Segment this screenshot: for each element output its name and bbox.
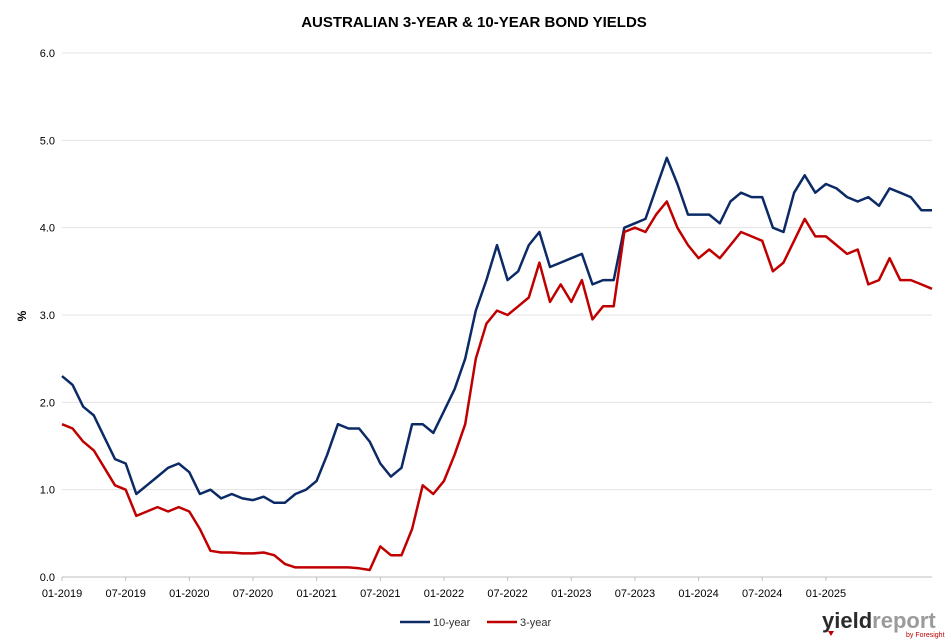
x-axis-ticks: 01-2019 07-2019 01-2020 07-2020 01-2021 07-20…: [42, 577, 846, 600]
series-line-3-year: [61, 200, 933, 572]
x-tick-label: 01-2019: [42, 588, 82, 600]
x-tick-label: 07-2021: [360, 588, 400, 600]
logo-arrow-icon: [828, 631, 834, 636]
y-axis-label: %: [15, 310, 29, 321]
x-tick-label: 07-2024: [742, 588, 782, 600]
gridlines: [62, 52, 932, 578]
y-tick-label: 3.0: [40, 310, 55, 322]
x-tick-label: 07-2023: [615, 588, 655, 600]
x-tick-label: 01-2023: [551, 588, 591, 600]
logo-byline: by Foresight: [906, 632, 945, 639]
x-tick-label: 07-2022: [487, 588, 527, 600]
x-tick-label: 07-2019: [105, 588, 145, 600]
y-axis-ticks: 0.0 1.0 2.0 3.0 4.0 5.0 6.0: [40, 48, 55, 584]
x-tick-label: 07-2020: [233, 588, 273, 600]
x-tick-label: 01-2022: [424, 588, 464, 600]
y-tick-label: 0.0: [40, 572, 55, 584]
y-tick-label: 1.0: [40, 485, 55, 497]
chart-title: AUSTRALIAN 3-YEAR & 10-YEAR BOND YIELDS: [301, 14, 647, 31]
x-tick-label: 01-2025: [806, 588, 846, 600]
series-line-10-year: [61, 156, 932, 505]
y-tick-label: 6.0: [40, 48, 55, 60]
x-tick-label: 01-2024: [678, 588, 718, 600]
y-tick-label: 2.0: [40, 397, 55, 409]
legend-label-10-year: 10-year: [433, 617, 471, 629]
svg-text:yieldreport: yieldreport: [822, 608, 936, 633]
y-tick-label: 4.0: [40, 223, 55, 235]
x-tick-label: 01-2020: [169, 588, 209, 600]
legend-label-3-year: 3-year: [520, 617, 552, 629]
legend: 10-year 3-year: [400, 617, 552, 629]
y-tick-label: 5.0: [40, 135, 55, 147]
yieldreport-logo: yieldreport by Foresight: [822, 608, 945, 639]
x-tick-label: 01-2021: [296, 588, 336, 600]
series-lines: [61, 156, 933, 572]
logo-brand-report: report: [872, 608, 936, 633]
logo-brand-yield: yield: [822, 608, 872, 633]
